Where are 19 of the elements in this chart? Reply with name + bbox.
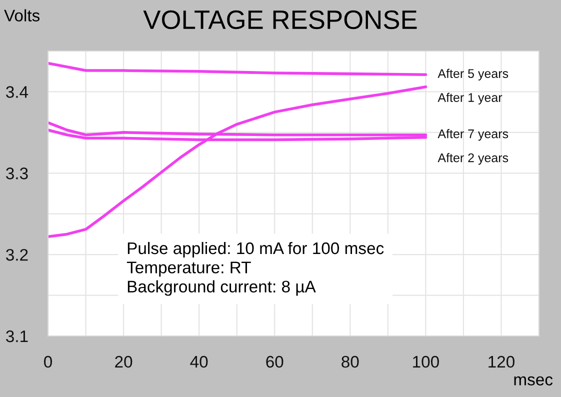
y-axis-title: Volts <box>4 9 40 22</box>
y-tick-label: 3.3 <box>6 168 28 180</box>
annotation: Pulse applied: 10 mA for 100 msec Temperature: RT Background current: 8 µA <box>126 242 384 296</box>
x-tick-label: 100 <box>413 356 439 368</box>
chart-title: VOLTAGE RESPONSE <box>143 10 417 30</box>
series-label: After 5 years <box>438 68 508 80</box>
y-tick-label: 3.2 <box>6 248 28 261</box>
x-tick-label: 0 <box>44 356 52 368</box>
x-tick-label: 20 <box>115 356 132 368</box>
y-tick-label: 3.1 <box>6 330 28 342</box>
x-axis-title: msec <box>514 376 553 386</box>
x-tick-label: 60 <box>266 356 284 368</box>
x-tick-label: 120 <box>488 356 514 368</box>
series-label: After 2 years <box>438 153 508 165</box>
y-tick-label: 3.4 <box>6 86 28 98</box>
series-label: After 1 year <box>438 92 502 104</box>
series-label: After 7 years <box>438 129 508 141</box>
x-tick-label: 80 <box>342 356 359 368</box>
x-tick-label: 40 <box>190 356 208 368</box>
